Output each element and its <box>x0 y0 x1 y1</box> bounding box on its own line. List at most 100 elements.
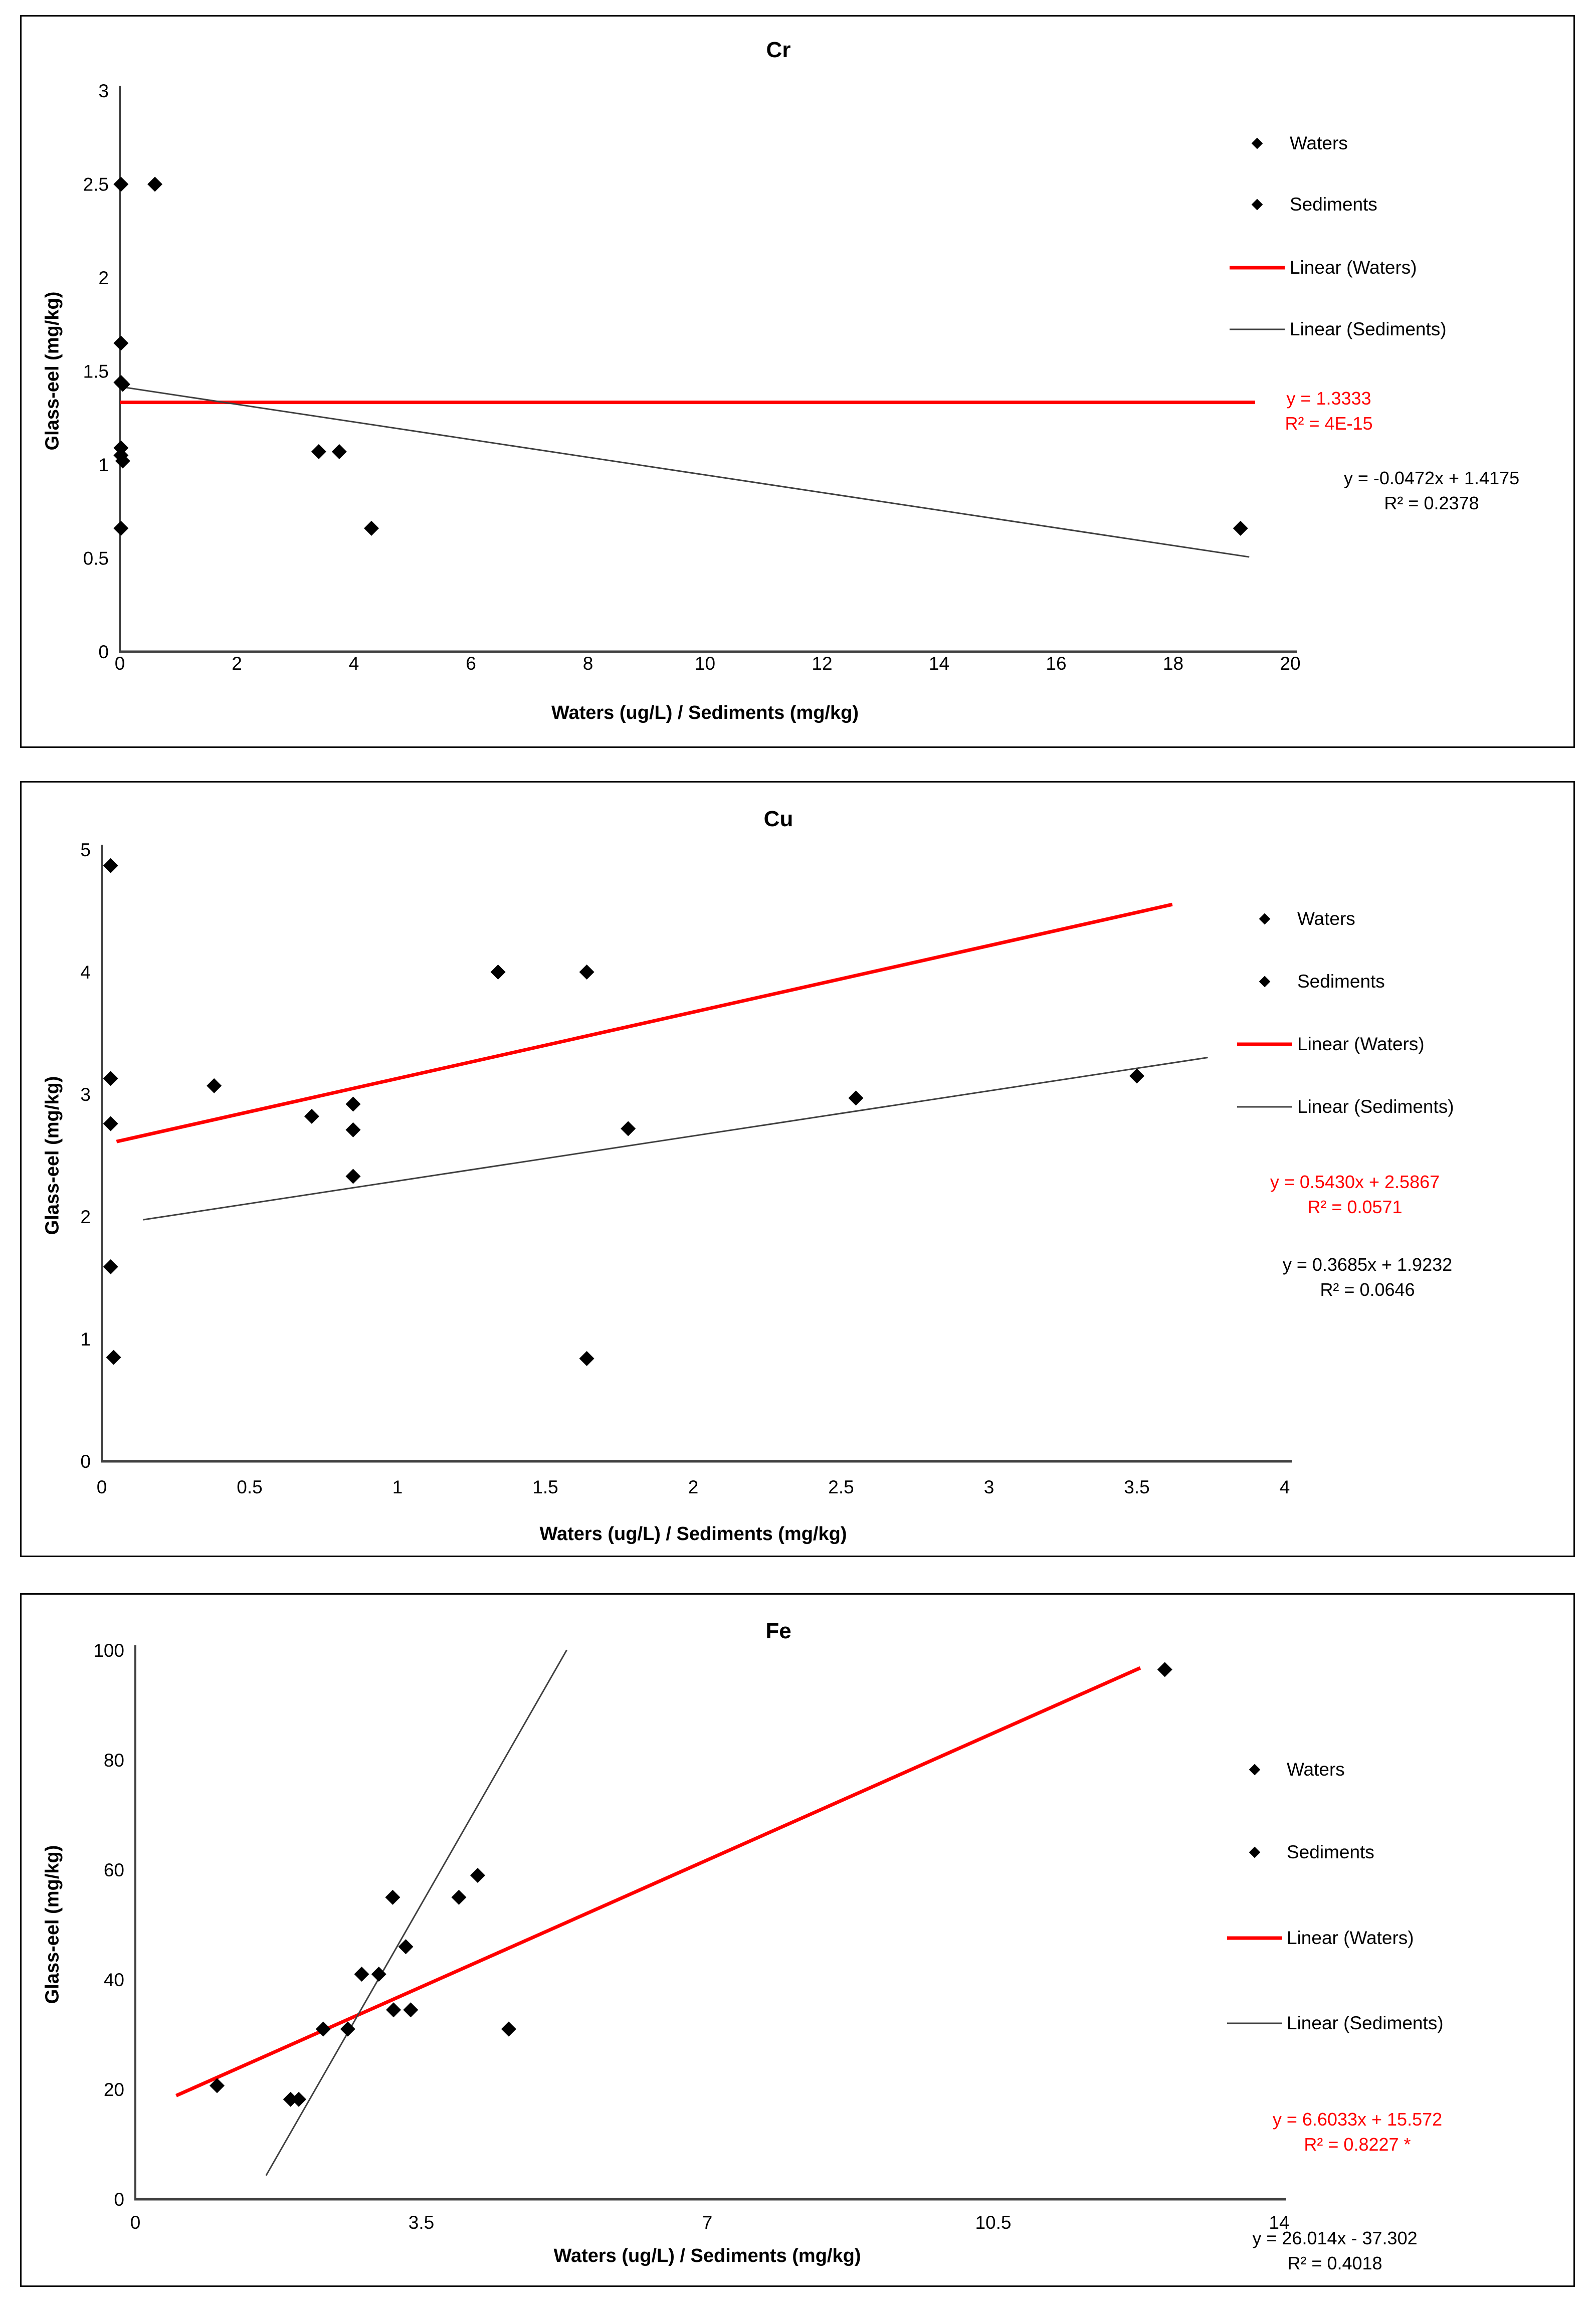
y-tick-label: 80 <box>104 1750 124 1771</box>
data-point-sediments <box>207 1078 222 1093</box>
gray-line-icon <box>1237 1097 1292 1117</box>
sediments-trendline <box>119 386 1250 558</box>
data-point-sediments <box>1233 520 1248 536</box>
x-tick-label: 10.5 <box>975 2212 1011 2233</box>
data-point-waters <box>103 858 118 873</box>
fe-chart-panel: 0 20 40 60 80 100 0 3.5 7 10.5 14 Fe Glass-eel (mg… <box>20 1593 1575 2287</box>
x-axis-label: Waters (ug/L) / Sediments (mg/kg) <box>539 1523 847 1545</box>
data-point-sediments <box>501 2021 516 2037</box>
data-point-waters <box>106 1350 121 1365</box>
data-point-sediments <box>364 520 379 536</box>
red-line-icon <box>1227 1928 1282 1948</box>
y-tick-label: 0 <box>98 642 109 662</box>
data-point-waters <box>113 335 129 351</box>
legend-item-waters: Waters <box>1237 908 1355 929</box>
waters-diamond-icon <box>1237 909 1292 929</box>
x-tick-label: 18 <box>1163 653 1183 674</box>
chart-title: Cr <box>766 38 791 62</box>
legend-item-linear-sediments: Linear (Sediments) <box>1227 2013 1444 2033</box>
cr-chart-panel: 0 0.5 1 1.5 2 2.5 3 0 2 4 6 8 10 12 14 16 18 20 Cr Glass-… <box>20 15 1575 748</box>
data-point-waters <box>1157 1662 1172 1677</box>
gray-line-icon <box>1230 319 1285 339</box>
x-tick-label: 0.5 <box>237 1477 262 1497</box>
data-point-waters <box>283 2091 298 2107</box>
sediments-diamond-icon <box>1227 1842 1282 1862</box>
y-tick-label: 1 <box>98 455 109 475</box>
x-tick-label: 1.5 <box>532 1477 558 1497</box>
waters-equation: y = 6.6033x + 15.572 R² = 0.8227 * <box>1272 2109 1443 2155</box>
sediments-diamond-icon <box>1237 972 1292 992</box>
data-point-sediments <box>345 1122 361 1137</box>
data-point-sediments <box>311 444 326 459</box>
x-tick-label: 14 <box>929 653 949 674</box>
y-tick-label: 1 <box>80 1329 91 1350</box>
x-tick-label: 1 <box>392 1477 403 1497</box>
data-point-sediments <box>385 1889 401 1905</box>
gray-line-icon <box>1227 2013 1282 2033</box>
data-point-waters <box>291 2091 306 2107</box>
data-point-waters <box>103 1116 118 1131</box>
x-tick-label: 10 <box>695 653 715 674</box>
legend-item-linear-waters: Linear (Waters) <box>1237 1034 1425 1054</box>
legend-item-waters: Waters <box>1230 133 1348 153</box>
waters-trendline <box>116 902 1173 1143</box>
legend-item-sediments: Sediments <box>1227 1842 1374 1862</box>
data-point-sediments <box>340 2021 355 2037</box>
x-tick-label: 0 <box>115 653 125 674</box>
y-tick-label: 20 <box>104 2079 124 2100</box>
x-tick-label: 6 <box>466 653 476 674</box>
x-tick-label: 7 <box>702 2212 713 2233</box>
data-point-waters <box>386 2002 402 2018</box>
y-tick-label: 40 <box>104 1970 124 1990</box>
x-tick-label: 0 <box>97 1477 107 1497</box>
x-tick-label: 2.5 <box>828 1477 854 1497</box>
x-tick-label: 14 <box>1269 2212 1289 2233</box>
x-tick-label: 12 <box>812 653 832 674</box>
y-axis-label: Glass-eel (mg/kg) <box>42 1845 63 2004</box>
legend-item-linear-sediments: Linear (Sediments) <box>1237 1096 1454 1117</box>
x-tick-label: 20 <box>1280 653 1300 674</box>
data-point-sediments <box>371 1967 386 1982</box>
data-point-waters <box>315 2021 331 2037</box>
data-point-sediments <box>490 965 506 980</box>
data-point-sediments <box>579 1351 594 1367</box>
chart-title: Cu <box>763 807 793 831</box>
data-point-sediments <box>345 1169 361 1184</box>
data-point-sediments <box>621 1121 636 1136</box>
cr-plot-canvas: 0 0.5 1 1.5 2 2.5 3 0 2 4 6 8 10 12 14 16 18 20 <box>83 81 1301 674</box>
cu-plot-canvas: 0 1 2 3 4 5 0 0.5 1 1.5 2 2.5 3 3.5 4 <box>80 840 1292 1497</box>
legend-item-linear-waters: Linear (Waters) <box>1227 1928 1414 1948</box>
x-tick-label: 3 <box>984 1477 994 1497</box>
y-tick-label: 2 <box>80 1207 91 1227</box>
y-tick-label: 2.5 <box>83 174 109 195</box>
y-tick-label: 2 <box>98 268 109 288</box>
sediments-equation: y = -0.0472x + 1.4175 R² = 0.2378 <box>1343 468 1520 513</box>
data-point-sediments <box>345 1096 361 1112</box>
y-tick-label: 4 <box>80 962 91 983</box>
waters-diamond-icon <box>1230 133 1285 153</box>
y-tick-label: 3 <box>98 81 109 101</box>
y-tick-label: 0 <box>80 1451 91 1472</box>
y-axis-label: Glass-eel (mg/kg) <box>42 291 63 451</box>
waters-equation: y = 0.5430x + 2.5867 R² = 0.0571 <box>1270 1172 1440 1217</box>
data-point-waters <box>103 1259 118 1275</box>
y-tick-label: 1.5 <box>83 361 109 382</box>
legend-item-sediments: Sediments <box>1230 194 1377 215</box>
waters-equation: y = 1.3333 R² = 4E-15 <box>1285 388 1373 434</box>
data-point-waters <box>113 520 129 536</box>
x-tick-label: 2 <box>688 1477 699 1497</box>
y-axis-label: Glass-eel (mg/kg) <box>42 1076 63 1235</box>
red-line-icon <box>1237 1034 1292 1054</box>
data-point-sediments <box>403 2002 419 2018</box>
x-tick-label: 3.5 <box>1124 1477 1149 1497</box>
sediments-diamond-icon <box>1230 195 1285 215</box>
data-point-sediments <box>331 444 347 459</box>
data-point-sediments <box>451 1889 467 1905</box>
x-tick-label: 16 <box>1046 653 1066 674</box>
sediments-trendline <box>143 1056 1208 1221</box>
data-point-waters <box>113 176 129 192</box>
data-point-sediments <box>579 965 594 980</box>
data-point-waters <box>103 1071 118 1086</box>
legend-item-sediments: Sediments <box>1237 971 1385 992</box>
y-tick-label: 0.5 <box>83 548 109 569</box>
